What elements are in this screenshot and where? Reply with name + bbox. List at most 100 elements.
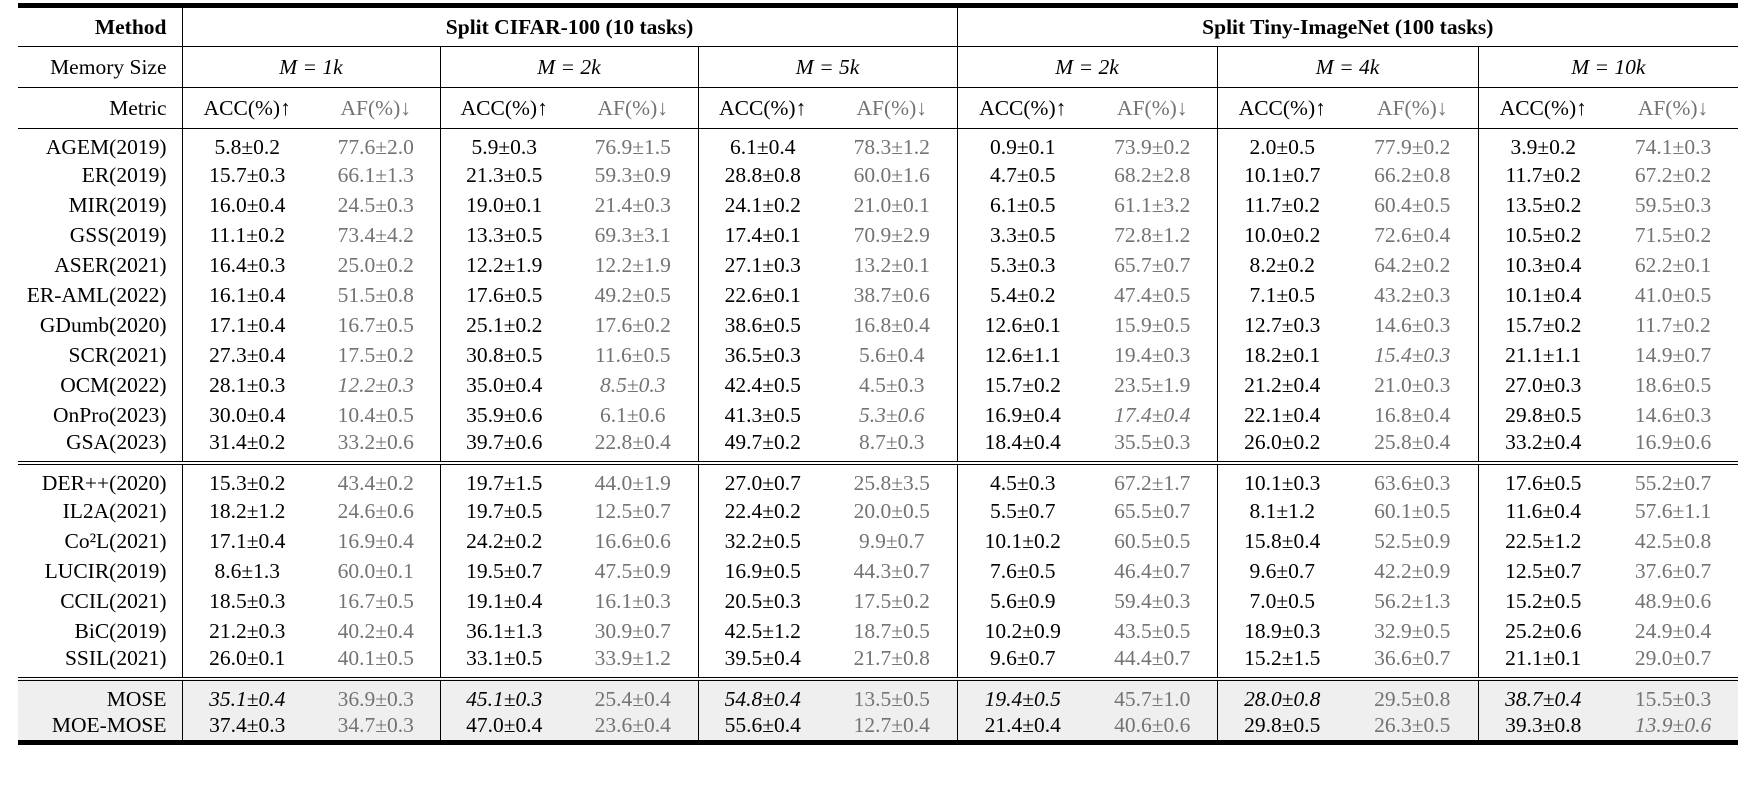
af-value: 65.5±0.7 bbox=[1088, 496, 1218, 526]
acc-value: 10.2±0.9 bbox=[984, 618, 1061, 643]
acc-value: 42.5±1.2 bbox=[724, 618, 801, 643]
af-value: 15.9±0.5 bbox=[1088, 310, 1218, 340]
af-value: 66.1±1.3 bbox=[312, 160, 441, 190]
acc-value: 17.6±0.5 bbox=[466, 282, 543, 307]
table-row: ER-AML(2022) 16.1±0.4 51.5±0.8 17.6±0.5 49.2… bbox=[18, 280, 1738, 310]
acc-value: 5.6±0.9 bbox=[990, 588, 1056, 613]
acc-value: 19.1±0.4 bbox=[466, 588, 543, 613]
acc-metric-header: ACC(%)↑ bbox=[957, 87, 1089, 129]
memory-size-cell: M = 4k bbox=[1217, 46, 1479, 88]
acc-value: 28.0±0.8 bbox=[1217, 679, 1348, 712]
table-row: AGEM(2019) 5.8±0.2 77.6±2.0 5.9±0.3 76.9±1.5… bbox=[18, 128, 1738, 160]
af-value: 21.7±0.8 bbox=[827, 646, 958, 681]
acc-value: 39.5±0.4 bbox=[698, 646, 827, 681]
acc-value: 21.4±0.4 bbox=[957, 712, 1089, 745]
af-value: 44.4±0.7 bbox=[1088, 646, 1218, 681]
acc-value: 21.2±0.3 bbox=[209, 618, 286, 643]
method-name: ASER(2021) bbox=[18, 250, 183, 280]
results-table: Method Split CIFAR-100 (10 tasks) Split … bbox=[18, 3, 1739, 745]
acc-value: 47.0±0.4 bbox=[440, 712, 568, 745]
af-value: 44.3±0.7 bbox=[827, 556, 958, 586]
acc-value: 42.4±0.5 bbox=[724, 372, 801, 397]
af-value: 38.7±0.6 bbox=[827, 280, 958, 310]
acc-value: 11.7±0.2 bbox=[1244, 192, 1321, 217]
acc-value: 26.0±0.2 bbox=[1217, 430, 1348, 465]
af-value: 24.6±0.6 bbox=[312, 496, 441, 526]
table-row: DER++(2020) 15.3±0.2 43.4±0.2 19.7±1.5 44.0±… bbox=[18, 463, 1738, 496]
method-name: SSIL(2021) bbox=[18, 646, 183, 681]
method-name: AGEM(2019) bbox=[18, 128, 183, 160]
af-value: 77.9±0.2 bbox=[1347, 128, 1479, 160]
acc-value: 19.5±0.7 bbox=[466, 558, 543, 583]
acc-value: 21.1±1.1 bbox=[1505, 342, 1582, 367]
af-value: 24.9±0.4 bbox=[1634, 618, 1712, 643]
acc-value: 54.8±0.4 bbox=[698, 679, 827, 712]
acc-value: 36.5±0.3 bbox=[724, 342, 801, 367]
af-value: 12.5±0.7 bbox=[568, 496, 699, 526]
acc-value: 16.0±0.4 bbox=[209, 192, 286, 217]
acc-value: 24.1±0.2 bbox=[724, 192, 801, 217]
acc-value: 6.1±0.5 bbox=[990, 192, 1056, 217]
table-row: ER(2019) 15.7±0.3 66.1±1.3 21.3±0.5 59.3±0.9… bbox=[18, 160, 1738, 190]
af-value: 69.3±3.1 bbox=[568, 220, 699, 250]
acc-value: 9.6±0.7 bbox=[1249, 558, 1316, 583]
af-value: 14.6±0.3 bbox=[1634, 402, 1712, 427]
af-value: 34.7±0.3 bbox=[312, 712, 441, 745]
acc-value: 10.1±0.7 bbox=[1244, 162, 1321, 187]
acc-value: 7.1±0.5 bbox=[1249, 282, 1316, 307]
acc-value: 35.1±0.4 bbox=[182, 679, 312, 712]
acc-value: 5.4±0.2 bbox=[990, 282, 1056, 307]
acc-value: 0.9±0.1 bbox=[990, 135, 1056, 159]
acc-metric-header: ACC(%)↑ bbox=[440, 87, 568, 129]
acc-value: 10.1±0.2 bbox=[984, 528, 1061, 553]
acc-value: 15.2±1.5 bbox=[1217, 646, 1348, 681]
table-row: Co²L(2021) 17.1±0.4 16.9±0.4 24.2±0.2 16.6±0… bbox=[18, 526, 1738, 556]
acc-value: 4.7±0.5 bbox=[990, 162, 1056, 187]
acc-value: 35.0±0.4 bbox=[466, 372, 543, 397]
dataset-header-tinyimagenet: Split Tiny-ImageNet (100 tasks) bbox=[957, 3, 1739, 47]
af-value: 49.2±0.5 bbox=[568, 280, 699, 310]
af-metric-header: AF(%)↓ bbox=[1608, 87, 1739, 129]
table-row: ASER(2021) 16.4±0.3 25.0±0.2 12.2±1.9 12.2±1… bbox=[18, 250, 1738, 280]
acc-value: 19.7±0.5 bbox=[466, 498, 543, 523]
af-value: 74.1±0.3 bbox=[1634, 135, 1712, 159]
acc-value: 18.4±0.4 bbox=[957, 430, 1089, 465]
acc-value: 22.4±0.2 bbox=[724, 498, 801, 523]
acc-value: 27.3±0.4 bbox=[209, 342, 286, 367]
af-value: 12.2±0.3 bbox=[312, 370, 441, 400]
af-value: 52.5±0.9 bbox=[1347, 526, 1479, 556]
dataset-header-cifar: Split CIFAR-100 (10 tasks) bbox=[182, 3, 958, 47]
acc-value: 15.3±0.2 bbox=[209, 471, 286, 495]
af-value: 23.6±0.4 bbox=[568, 712, 699, 745]
acc-value: 8.2±0.2 bbox=[1249, 252, 1316, 277]
af-value: 21.0±0.3 bbox=[1347, 370, 1479, 400]
af-value: 5.3±0.6 bbox=[827, 400, 958, 430]
af-value: 8.5±0.3 bbox=[568, 370, 699, 400]
af-value: 44.0±1.9 bbox=[568, 463, 699, 496]
acc-value: 17.1±0.4 bbox=[209, 312, 286, 337]
method-name: LUCIR(2019) bbox=[18, 556, 183, 586]
af-metric-header: AF(%)↓ bbox=[827, 87, 958, 129]
af-value: 43.2±0.3 bbox=[1347, 280, 1479, 310]
af-value: 60.5±0.5 bbox=[1088, 526, 1218, 556]
af-value: 13.2±0.1 bbox=[827, 250, 958, 280]
af-value: 40.6±0.6 bbox=[1088, 712, 1218, 745]
acc-value: 15.8±0.4 bbox=[1244, 528, 1321, 553]
acc-value: 16.9±0.5 bbox=[724, 558, 801, 583]
acc-value: 26.0±0.1 bbox=[182, 646, 312, 681]
acc-value: 17.1±0.4 bbox=[209, 528, 286, 553]
af-value: 12.2±1.9 bbox=[568, 250, 699, 280]
acc-value: 3.3±0.5 bbox=[990, 222, 1056, 247]
af-value: 32.9±0.5 bbox=[1347, 616, 1479, 646]
table-row: SSIL(2021) 26.0±0.1 40.1±0.5 33.1±0.5 33.9±1… bbox=[18, 646, 1739, 681]
acc-value: 13.3±0.5 bbox=[466, 222, 543, 247]
af-value: 67.2±1.7 bbox=[1088, 463, 1218, 496]
acc-value: 32.2±0.5 bbox=[724, 528, 801, 553]
acc-value: 27.0±0.7 bbox=[724, 471, 801, 495]
acc-value: 11.6±0.4 bbox=[1505, 498, 1582, 523]
acc-value: 36.1±1.3 bbox=[466, 618, 543, 643]
af-value: 60.0±0.1 bbox=[312, 556, 441, 586]
acc-value: 18.5±0.3 bbox=[209, 588, 286, 613]
af-value: 11.6±0.5 bbox=[568, 340, 699, 370]
acc-value: 30.0±0.4 bbox=[209, 402, 286, 427]
